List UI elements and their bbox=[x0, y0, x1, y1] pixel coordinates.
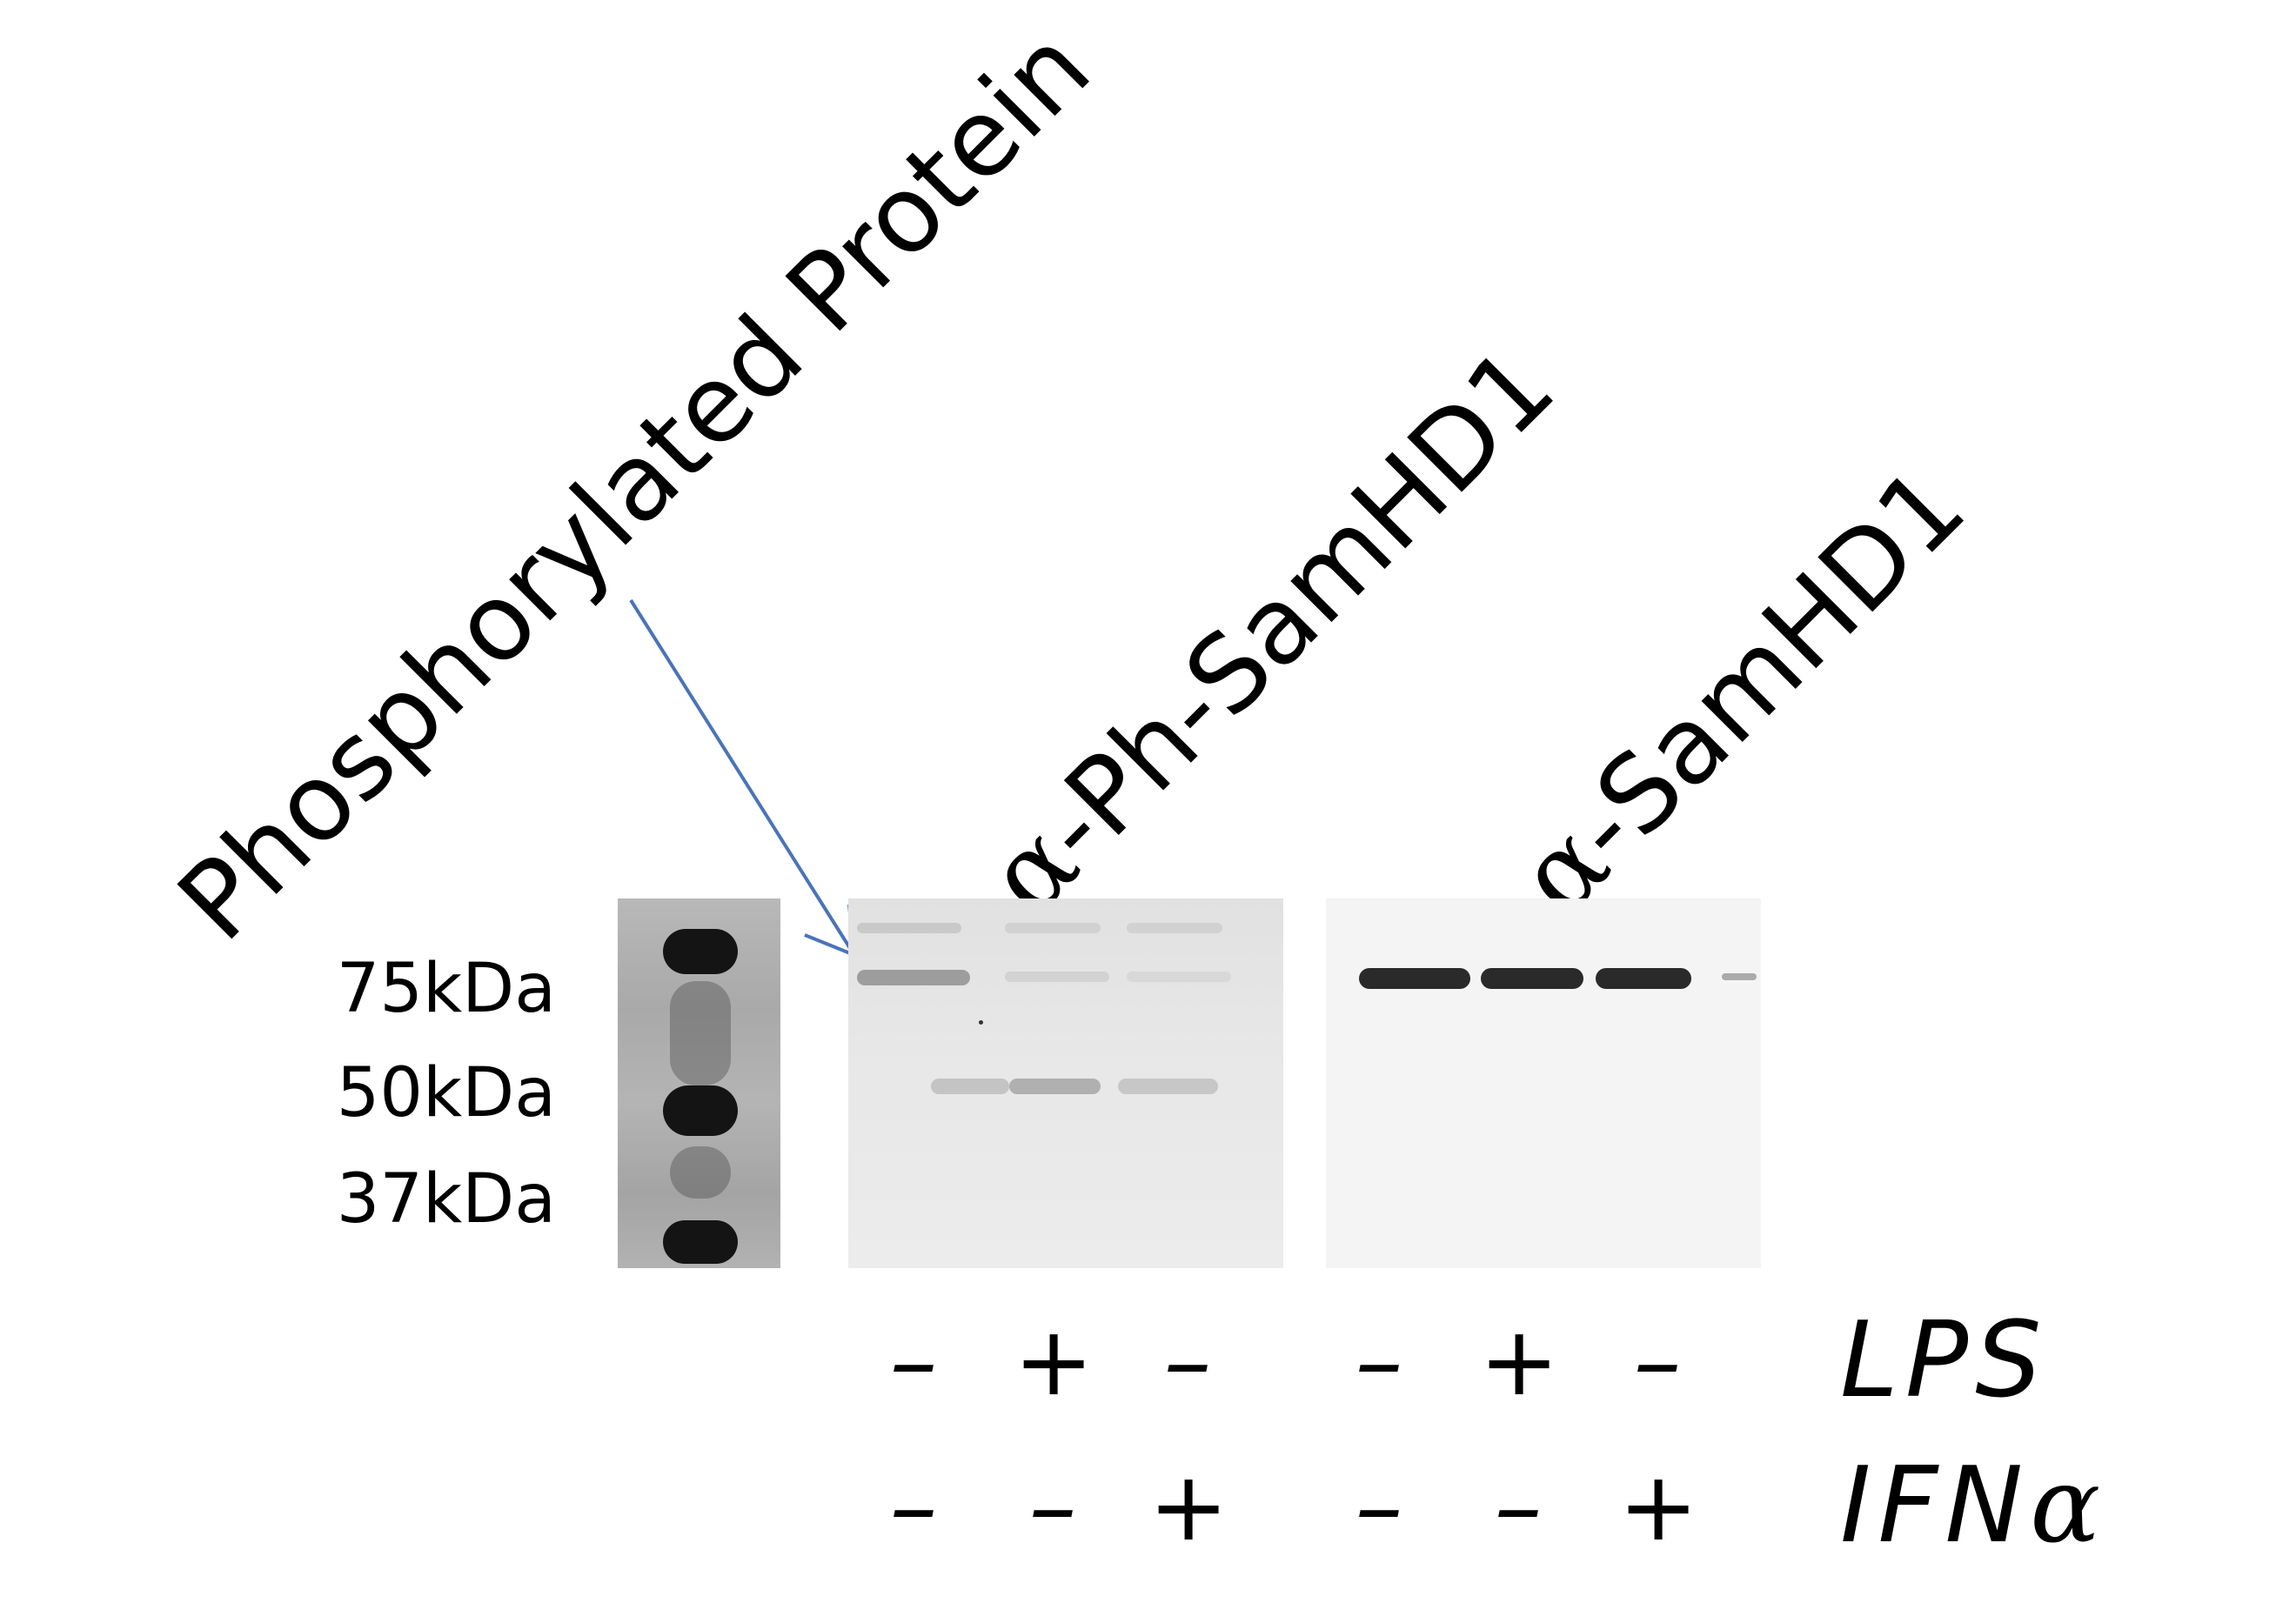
phospho-band-75kda-lane2 bbox=[1005, 972, 1109, 982]
ifn-sign-lane2: – bbox=[1028, 1451, 1077, 1562]
alpha-symbol: α bbox=[2030, 1446, 2108, 1566]
ifn-sign-lane4: – bbox=[1355, 1451, 1403, 1562]
top-faint-band bbox=[1127, 923, 1222, 933]
lps-sign-lane4: – bbox=[1355, 1306, 1403, 1417]
ifn-sign-lane3: + bbox=[1148, 1451, 1229, 1562]
ladder-smear bbox=[670, 981, 731, 1085]
ifn-alpha-row-label: IFNα bbox=[1840, 1454, 2107, 1559]
speck bbox=[979, 1020, 983, 1025]
samhd1-band-lane1 bbox=[1359, 968, 1470, 989]
samhd1-blot bbox=[1326, 898, 1761, 1268]
lps-sign-lane5: + bbox=[1479, 1306, 1560, 1417]
ladder-smear bbox=[670, 1146, 731, 1199]
ph-samhd1-blot bbox=[848, 898, 1283, 1268]
samhd1-band-lane4 bbox=[1722, 973, 1757, 980]
lps-sign-lane6: – bbox=[1633, 1306, 1682, 1417]
ifn-sign-lane5: – bbox=[1494, 1451, 1543, 1562]
top-faint-band bbox=[857, 923, 961, 933]
phospho-band-75kda-lane3 bbox=[1127, 972, 1231, 982]
marker-37kda-label: 37kDa bbox=[336, 1160, 556, 1239]
phospho-band-50kda-lane2 bbox=[1009, 1079, 1101, 1094]
lps-sign-lane2: + bbox=[1014, 1306, 1094, 1417]
samhd1-band-lane3 bbox=[1596, 968, 1691, 989]
lps-sign-lane1: – bbox=[889, 1306, 938, 1417]
phospho-band-50kda-lane3 bbox=[1118, 1079, 1218, 1094]
ifn-text: IFN bbox=[1840, 1446, 2031, 1566]
ladder-band-37 bbox=[663, 1220, 738, 1264]
marker-75kda-label: 75kDa bbox=[336, 950, 556, 1028]
ladder-band-100 bbox=[663, 929, 738, 974]
top-faint-band bbox=[1005, 923, 1101, 933]
ifn-sign-lane6: + bbox=[1618, 1451, 1699, 1562]
phospho-band-75kda-lane1 bbox=[857, 970, 970, 985]
marker-50kda-label: 50kDa bbox=[336, 1054, 556, 1132]
ifn-sign-lane1: – bbox=[889, 1451, 938, 1562]
samhd1-band-lane2 bbox=[1481, 968, 1583, 989]
ladder-blot bbox=[618, 898, 780, 1268]
ladder-band-50 bbox=[663, 1085, 738, 1136]
lps-row-label: LPS bbox=[1840, 1300, 2049, 1421]
phospho-band-50kda-lane1 bbox=[931, 1079, 1009, 1094]
lps-sign-lane3: – bbox=[1163, 1306, 1212, 1417]
